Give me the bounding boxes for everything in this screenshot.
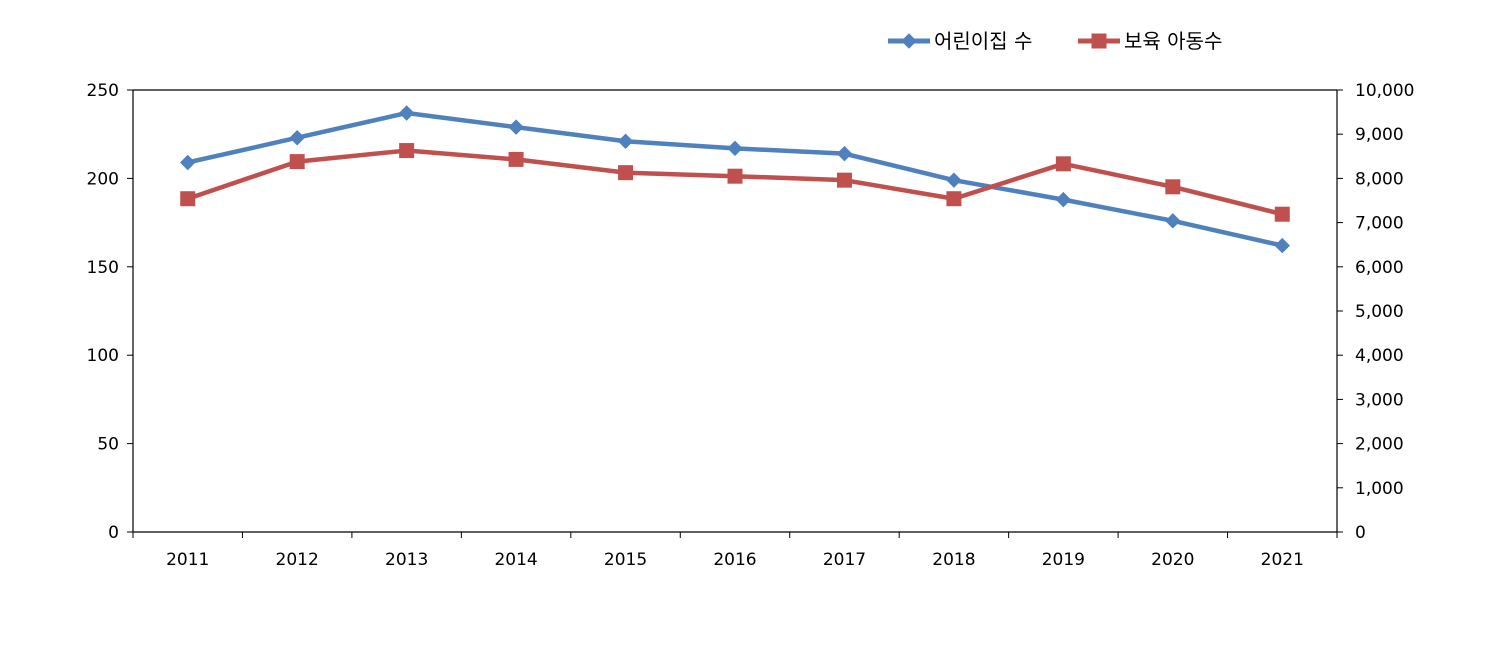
left-tick-label: 150 [87,258,119,278]
data-point [836,145,853,162]
x-tick-label: 2017 [823,550,866,570]
right-tick-label: 2,000 [1355,435,1404,455]
data-point [508,119,524,135]
right-tick-label: 5,000 [1355,302,1404,322]
legend-marker-shape [901,33,917,49]
legend-marker-1 [1091,33,1107,49]
x-tick-label: 2011 [166,550,209,570]
left-tick-label: 0 [108,523,119,543]
data-point [618,165,634,181]
right-tick-label: 6,000 [1355,258,1404,278]
data-point [836,172,852,188]
data-point [727,168,743,184]
left-tick-label: 100 [87,346,119,366]
legend-label-1: 보육 아동수 [1124,29,1222,53]
x-tick-label: 2020 [1151,550,1194,570]
legend-item-0: 어린이집 수 [888,29,1032,53]
right-tick-label: 0 [1355,523,1366,543]
legend-marker-0 [901,33,917,49]
x-tick-label: 2014 [494,550,537,570]
chart-axes [132,89,1338,533]
left-tick-label: 200 [87,169,119,189]
data-point [1165,179,1181,195]
right-tick-label: 10,000 [1355,81,1414,101]
legend-item-1: 보육 아동수 [1078,29,1222,53]
right-tick-label: 9,000 [1355,125,1404,145]
data-point [289,154,305,170]
left-axis-ticks: 0 50 100 150 200 250 [87,81,133,543]
data-point [1274,237,1290,254]
series-layer [180,105,1290,254]
right-tick-label: 4,000 [1355,346,1404,366]
data-point [399,143,415,159]
data-point [946,172,962,188]
data-point [180,191,196,207]
series-1 [180,143,1290,222]
left-tick-label: 50 [97,435,119,455]
left-tick-label: 250 [87,81,119,101]
legend: 어린이집 수 보육 아동수 [888,29,1222,53]
right-tick-label: 1,000 [1355,479,1404,499]
data-point [617,133,634,149]
legend-label-0: 어린이집 수 [934,29,1032,53]
x-tick-label: 2013 [385,550,428,570]
data-point [1165,213,1181,229]
data-point [1055,191,1072,208]
data-point [946,191,962,207]
series-0 [180,105,1290,254]
x-tick-label: 2016 [713,550,756,570]
x-tick-label: 2018 [932,550,975,570]
x-tick-label: 2015 [604,550,647,570]
data-point [289,130,305,146]
right-tick-label: 3,000 [1355,390,1404,410]
x-tick-label: 2012 [276,550,319,570]
x-axis-ticks: 2011 2012 2013 2014 2015 2016 2017 2018 2019 2020… [132,532,1338,570]
data-point [180,154,196,171]
x-tick-label: 2021 [1261,550,1304,570]
data-point [398,105,415,121]
legend-marker-shape [1091,33,1107,49]
data-point [727,140,743,157]
x-tick-label: 2019 [1042,550,1085,570]
data-point [508,151,524,167]
right-tick-label: 8,000 [1355,169,1404,189]
right-tick-label: 7,000 [1355,214,1404,234]
right-axis-ticks: 0 1,000 2,000 3,000 4,000 5,000 6,000 7,000 8,00… [1337,81,1414,543]
data-point [1055,156,1071,172]
data-point [1274,206,1290,222]
